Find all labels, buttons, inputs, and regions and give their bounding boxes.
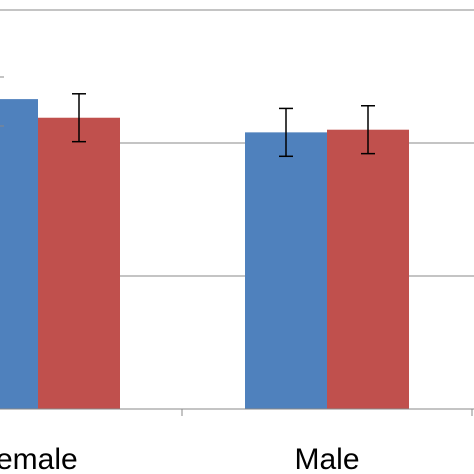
bars xyxy=(0,99,409,410)
error-bar-male-series-1 xyxy=(279,107,293,158)
bar-female-series-2 xyxy=(38,117,120,409)
error-bar-male-series-2 xyxy=(361,105,375,155)
bar-male-series-2 xyxy=(327,129,409,409)
bar-male-series-1 xyxy=(245,132,327,410)
x-tick-label-female: emale xyxy=(0,443,78,474)
error-bars xyxy=(72,93,375,158)
x-axis xyxy=(0,76,474,416)
x-tick-labels: emale Male xyxy=(0,443,360,474)
x-tick-label-male: Male xyxy=(294,443,359,474)
bar-female-series-1 xyxy=(0,99,38,410)
error-bar-female-series-2 xyxy=(72,93,86,143)
